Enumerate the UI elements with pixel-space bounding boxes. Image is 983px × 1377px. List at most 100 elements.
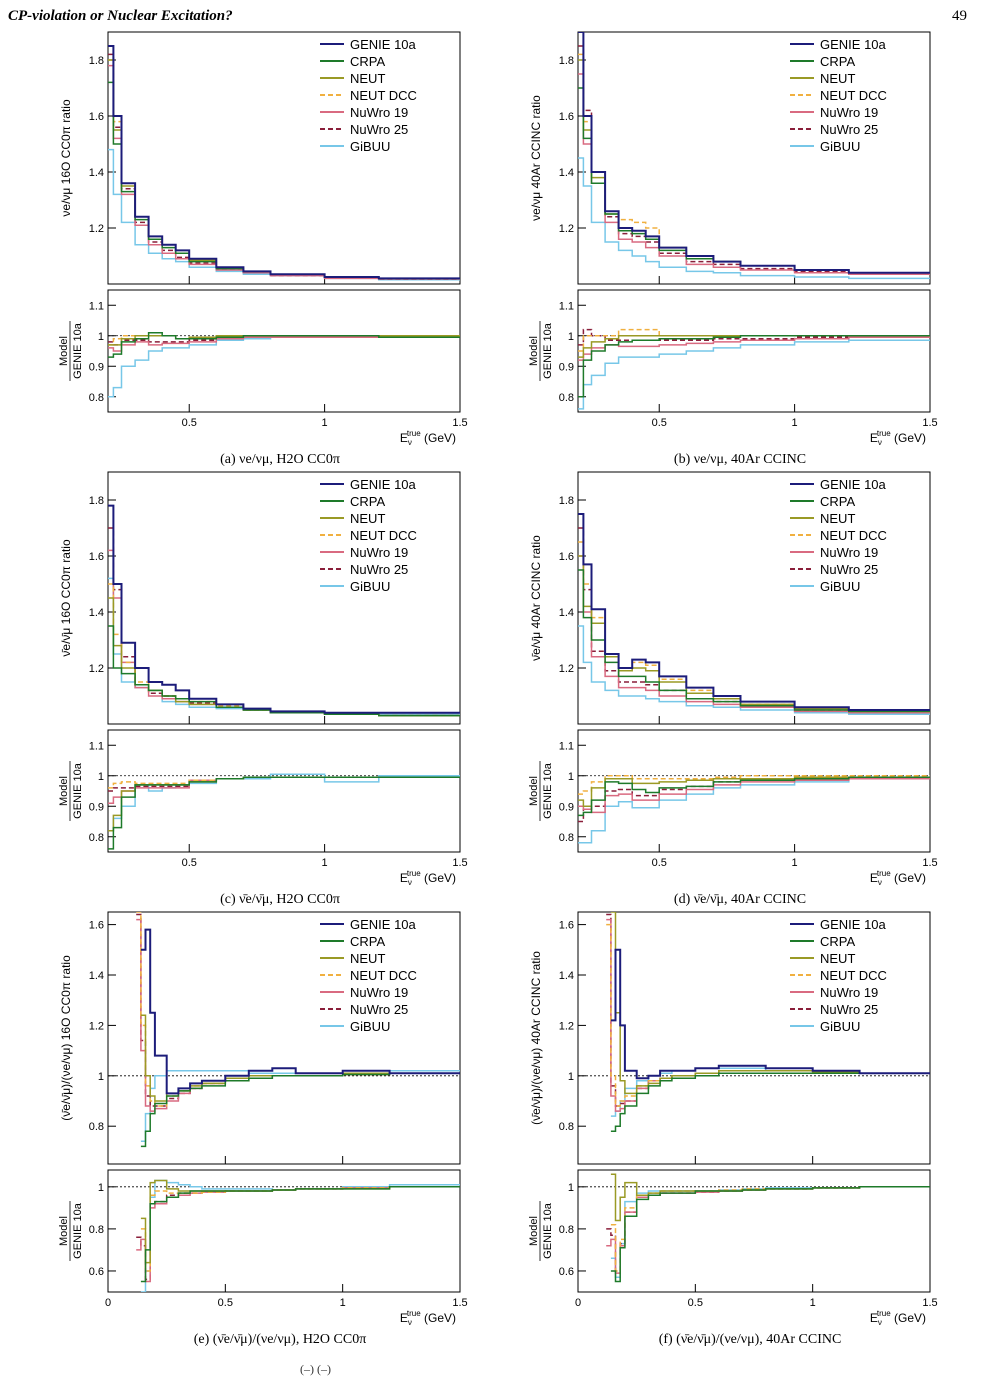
series-line-gibuu bbox=[578, 157, 930, 280]
ratio-plot-frame bbox=[577, 289, 931, 413]
main-plot-frame bbox=[577, 31, 931, 285]
x-tick-label: 0.5 bbox=[218, 1297, 233, 1309]
legend-label: NuWro 25 bbox=[350, 122, 408, 137]
legend-label: NuWro 19 bbox=[820, 545, 878, 560]
ratio-line-nuwro-19 bbox=[606, 1186, 930, 1274]
x-tick-label: 0 bbox=[105, 1297, 111, 1309]
ratio-y-tick-label: 0.8 bbox=[89, 832, 104, 844]
x-tick-label: 1.5 bbox=[922, 1297, 937, 1309]
y-axis-label: ν̄e/ν̄μ 16O CC0π ratio bbox=[59, 539, 73, 657]
legend-label: NuWro 19 bbox=[350, 545, 408, 560]
ratio-y-axis-label: Model GENIE 10a bbox=[528, 761, 554, 821]
series-group bbox=[136, 912, 460, 1148]
figure-panel-d: 1.2 1.4 1.6 1.8 0.8 0.9 1 1.1 0.5 1 1.5 GENIE 10a CR… bbox=[528, 471, 938, 887]
main-plot-frame bbox=[107, 911, 461, 1165]
main-plot-frame bbox=[107, 31, 461, 285]
series-line-neut-dcc bbox=[578, 541, 930, 713]
y-tick-label: 0.8 bbox=[559, 1121, 574, 1133]
x-axis-label: Eνtrue (GeV) bbox=[870, 869, 926, 887]
figure-panel-e: 0.8 1 1.2 1.4 1.6 0.6 0.8 1 0 0.5 1 1.5 GENIE 10a CRP… bbox=[58, 911, 468, 1327]
ratio-line-neut bbox=[578, 776, 930, 808]
y-tick-label: 1.2 bbox=[559, 223, 574, 235]
legend-label: GENIE 10a bbox=[820, 37, 887, 52]
ratio-line-crpa bbox=[578, 335, 930, 398]
y-tick-label: 1.6 bbox=[89, 920, 104, 932]
series-line-nuwro-19 bbox=[578, 555, 930, 714]
ratio-line-neut bbox=[610, 1173, 930, 1222]
ratio-line-gibuu bbox=[578, 778, 930, 844]
series-line-nuwro-25 bbox=[578, 45, 930, 275]
series-line-neut bbox=[108, 597, 460, 717]
y-tick-label: 1.2 bbox=[559, 1020, 574, 1032]
x-axis-label: Eνtrue (GeV) bbox=[400, 869, 456, 887]
y-tick-label: 1.6 bbox=[559, 111, 574, 123]
x-tick-label: 1 bbox=[792, 417, 798, 429]
figure-panel-c: 1.2 1.4 1.6 1.8 0.8 0.9 1 1.1 0.5 1 1.5 GENIE 10a CR… bbox=[58, 471, 468, 887]
ratio-line-nuwro-19 bbox=[578, 336, 930, 361]
figure-panel-b: 1.2 1.4 1.6 1.8 0.8 0.9 1 1.1 0.5 1 1.5 GENIE 10a CR… bbox=[528, 31, 938, 447]
series-line-neut bbox=[578, 555, 930, 713]
ratio-label-denominator: GENIE 10a bbox=[542, 762, 554, 819]
ratio-y-tick-label: 1 bbox=[98, 1182, 104, 1194]
y-tick-label: 1.2 bbox=[559, 663, 574, 675]
x-tick-label: 1.5 bbox=[452, 857, 467, 869]
series-group bbox=[606, 912, 930, 1132]
x-tick-label: 1.5 bbox=[452, 417, 467, 429]
ratio-series-group bbox=[108, 773, 460, 850]
y-tick-label: 1.8 bbox=[559, 495, 574, 507]
figure-panel-a: 1.2 1.4 1.6 1.8 0.8 0.9 1 1.1 0.5 1 1.5 GENIE 10a CR… bbox=[58, 31, 468, 447]
ratio-line-gibuu bbox=[578, 339, 930, 410]
y-tick-label: 1.6 bbox=[89, 551, 104, 563]
legend-label: GENIE 10a bbox=[820, 477, 887, 492]
series-line-nuwro-25 bbox=[136, 913, 460, 1107]
ratio-series-group bbox=[578, 328, 930, 410]
ratio-y-axis-label: Model GENIE 10a bbox=[528, 1201, 554, 1261]
ratio-line-neut-dcc bbox=[610, 1186, 930, 1272]
series-line-crpa bbox=[610, 1072, 930, 1132]
x-tick-label: 0.5 bbox=[182, 417, 197, 429]
series-group bbox=[578, 32, 930, 280]
legend-label: NuWro 19 bbox=[820, 105, 878, 120]
caption-a: (a) νe/νμ, H2O CC0π bbox=[220, 452, 340, 467]
x-tick-label: 0.5 bbox=[652, 857, 667, 869]
series-line-gibuu bbox=[108, 148, 460, 281]
ratio-y-tick-label: 1.1 bbox=[89, 300, 104, 312]
ratio-line-nuwro-19 bbox=[108, 335, 460, 352]
caption-b: (b) νe/νμ, 40Ar CCINC bbox=[673, 452, 807, 467]
legend-label: NEUT DCC bbox=[820, 528, 887, 543]
legend-label: GiBUU bbox=[350, 139, 390, 154]
y-axis-label: (ν̄e/ν̄μ)/(νe/νμ) 40Ar CCINC ratio bbox=[529, 951, 543, 1125]
ratio-label-denominator: GENIE 10a bbox=[72, 1202, 84, 1259]
x-tick-label: 1.5 bbox=[922, 857, 937, 869]
legend-label: NuWro 25 bbox=[820, 1002, 878, 1017]
ratio-label-numerator: Model bbox=[528, 1216, 540, 1246]
legend-label: NEUT bbox=[350, 511, 385, 526]
ratio-y-tick-label: 0.8 bbox=[559, 392, 574, 404]
ratio-y-tick-label: 1 bbox=[568, 331, 574, 343]
legend-label: CRPA bbox=[350, 494, 385, 509]
x-tick-label: 1.5 bbox=[922, 417, 937, 429]
ratio-y-tick-label: 1.1 bbox=[559, 740, 574, 752]
ratio-y-axis-label: Model GENIE 10a bbox=[58, 321, 84, 381]
ratio-line-crpa bbox=[108, 331, 460, 358]
y-axis-label: νe/νμ 16O CC0π ratio bbox=[59, 99, 73, 217]
ratio-line-gibuu bbox=[108, 336, 460, 398]
series-line-gibuu bbox=[140, 1070, 460, 1143]
x-tick-label: 1 bbox=[322, 417, 328, 429]
y-tick-label: 1 bbox=[568, 1071, 574, 1083]
legend-label: GENIE 10a bbox=[350, 477, 417, 492]
legend-label: GENIE 10a bbox=[350, 917, 417, 932]
ratio-y-tick-label: 0.8 bbox=[89, 1224, 104, 1236]
series-group bbox=[108, 45, 460, 281]
legend-label: NEUT DCC bbox=[350, 88, 417, 103]
legend-label: CRPA bbox=[350, 934, 385, 949]
ratio-line-neut-dcc bbox=[140, 1186, 460, 1272]
x-tick-label: 1 bbox=[340, 1297, 346, 1309]
ratio-label-denominator: GENIE 10a bbox=[72, 322, 84, 379]
ratio-y-tick-label: 0.8 bbox=[89, 392, 104, 404]
x-tick-label: 0.5 bbox=[182, 857, 197, 869]
y-axis-label: ν̄e/ν̄μ 40Ar CCINC ratio bbox=[529, 535, 543, 661]
ratio-y-tick-label: 1 bbox=[568, 771, 574, 783]
main-plot-frame bbox=[577, 911, 931, 1165]
legend-label: NEUT DCC bbox=[350, 528, 417, 543]
